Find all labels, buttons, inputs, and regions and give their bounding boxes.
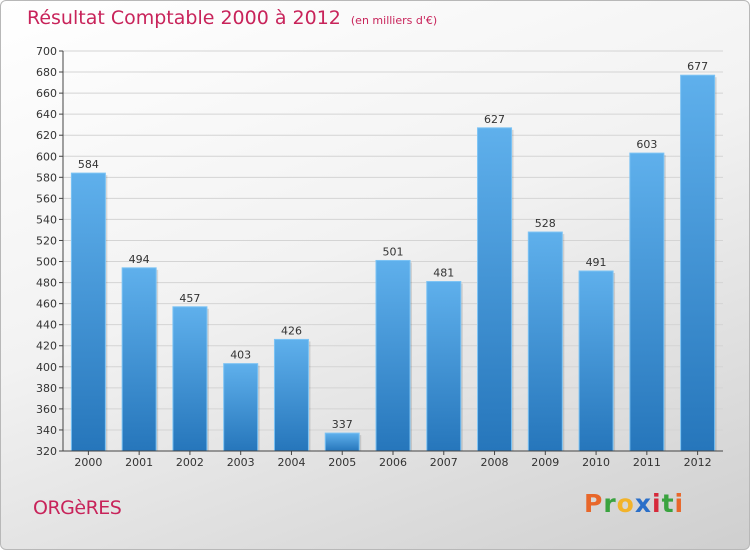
x-tick-label-2010: 2010 — [582, 456, 610, 469]
x-tick-label-2001: 2001 — [125, 456, 153, 469]
y-tick-label: 680 — [36, 66, 57, 79]
logo-letter: P — [584, 489, 604, 518]
x-tick-label-2003: 2003 — [227, 456, 255, 469]
y-tick-label: 320 — [36, 445, 57, 458]
bar-2003 — [223, 363, 259, 452]
y-tick-label: 560 — [36, 192, 57, 205]
y-tick-label: 620 — [36, 129, 57, 142]
data-label-2000: 584 — [78, 158, 99, 171]
data-label-2009: 528 — [535, 217, 556, 230]
data-label-2011: 603 — [636, 138, 657, 151]
x-tick-label-2007: 2007 — [430, 456, 458, 469]
data-label-2003: 403 — [230, 349, 251, 362]
bar-2008 — [477, 127, 513, 452]
bar-2004 — [273, 338, 309, 452]
y-tick-label: 580 — [36, 171, 57, 184]
bar-2011 — [629, 152, 665, 452]
logo-letter: i — [674, 489, 685, 518]
x-tick-label-2008: 2008 — [481, 456, 509, 469]
commune-name: ORGèRES — [33, 497, 122, 519]
y-tick-label: 600 — [36, 150, 57, 163]
y-tick-label: 540 — [36, 213, 57, 226]
proxiti-logo[interactable]: Proxiti — [584, 489, 684, 518]
chart-subtitle: (en milliers d'€) — [350, 14, 438, 27]
chart-title-text: Résultat Comptable 2000 à 2012 — [27, 7, 341, 29]
x-tick-label-2005: 2005 — [328, 456, 356, 469]
y-tick-label: 660 — [36, 87, 57, 100]
x-tick-label-2006: 2006 — [379, 456, 407, 469]
y-tick-label: 500 — [36, 256, 57, 269]
bar-2009 — [527, 231, 563, 452]
bar-2000 — [70, 172, 106, 452]
data-label-2012: 677 — [687, 60, 708, 73]
bar-2002 — [172, 306, 208, 452]
y-tick-label: 640 — [36, 108, 57, 121]
x-tick-label-2011: 2011 — [633, 456, 661, 469]
bar-2001 — [121, 267, 157, 452]
x-tick-label-2004: 2004 — [277, 456, 305, 469]
bar-2012 — [680, 74, 716, 452]
bar-2010 — [578, 270, 614, 452]
data-label-2005: 337 — [332, 418, 353, 431]
data-label-2010: 491 — [586, 256, 607, 269]
data-label-2006: 501 — [383, 245, 404, 258]
data-label-2001: 494 — [129, 253, 150, 266]
chart-title: Résultat Comptable 2000 à 2012 (en millie… — [27, 7, 437, 29]
y-tick-label: 700 — [36, 45, 57, 58]
axes: 320 340 360 380 400 420 440 460 480 500 520 540 560 5… — [36, 45, 723, 469]
x-tick-label-2002: 2002 — [176, 456, 204, 469]
y-tick-label: 400 — [36, 361, 57, 374]
y-tick-label: 480 — [36, 277, 57, 290]
x-tick-label-2012: 2012 — [684, 456, 712, 469]
logo-letter: o — [616, 489, 635, 518]
data-label-2004: 426 — [281, 324, 302, 337]
x-tick-label-2009: 2009 — [531, 456, 559, 469]
y-tick-label: 420 — [36, 340, 57, 353]
data-label-2008: 627 — [484, 113, 505, 126]
y-tick-label: 380 — [36, 382, 57, 395]
data-label-2007: 481 — [433, 267, 454, 280]
y-tick-label: 520 — [36, 234, 57, 247]
bar-2006 — [375, 259, 411, 452]
logo-letter: x — [634, 489, 652, 518]
y-tick-label: 340 — [36, 424, 57, 437]
logo-letter: r — [603, 489, 617, 518]
y-tick-label: 440 — [36, 319, 57, 332]
logo-letter: t — [661, 489, 675, 518]
bar-2005 — [324, 432, 360, 452]
logo-letter: i — [652, 489, 662, 518]
y-tick-label: 460 — [36, 298, 57, 311]
bars: 584 494 457 403 426 337 501 481 627 528 491 603 677 — [70, 60, 717, 452]
x-tick-label-2000: 2000 — [74, 456, 102, 469]
data-label-2002: 457 — [179, 292, 200, 305]
bar-2007 — [426, 281, 462, 452]
y-tick-label: 360 — [36, 403, 57, 416]
